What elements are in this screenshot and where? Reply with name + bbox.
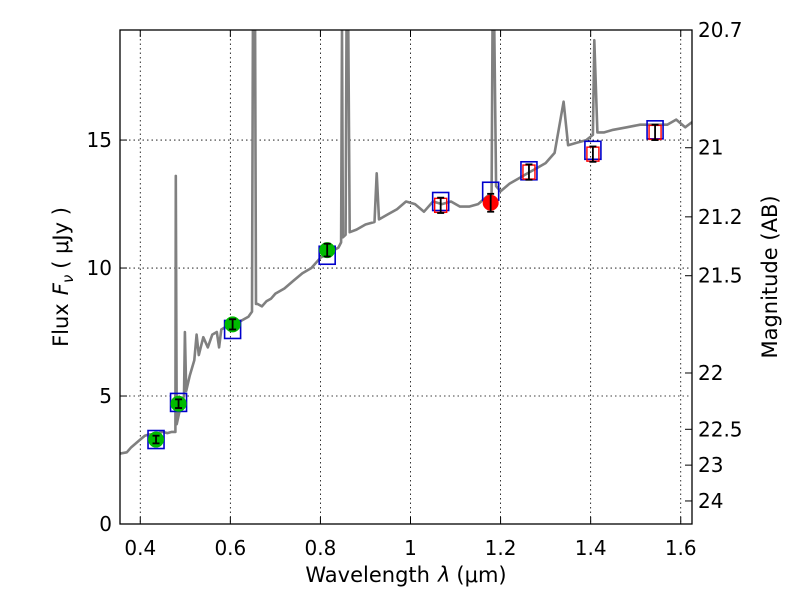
x-axis-title: Wavelength λ (μm) bbox=[305, 563, 506, 587]
x-tick-label: 1.2 bbox=[485, 536, 517, 560]
x-tick-label: 0.8 bbox=[305, 536, 337, 560]
y-tick-label: 15 bbox=[87, 128, 112, 152]
y2-tick-label: 20.7 bbox=[698, 18, 743, 42]
x-tick-label: 0.6 bbox=[214, 536, 246, 560]
spectrum-layer bbox=[120, 30, 692, 455]
grid-layer bbox=[120, 30, 692, 524]
y2-tick-label: 21 bbox=[698, 136, 723, 160]
y2-tick-label: 21.5 bbox=[698, 264, 743, 288]
y-tick-label: 0 bbox=[99, 512, 112, 536]
y2-tick-label: 22 bbox=[698, 361, 723, 385]
plot-frame bbox=[119, 29, 693, 525]
y2-tick-label: 21.2 bbox=[698, 205, 743, 229]
x-tick-label: 1.4 bbox=[575, 536, 607, 560]
y2-tick-label: 24 bbox=[698, 489, 723, 513]
y-tick-label: 10 bbox=[87, 256, 112, 280]
x-tick-label: 1.6 bbox=[665, 536, 697, 560]
spectrum-line bbox=[120, 30, 692, 455]
tick-layer: 0.4 0.6 0.8 1 1.2 1.4 1.6 0 5 10 15 20.7 21 21.2 21.5 2… bbox=[87, 18, 743, 560]
y-tick-label: 5 bbox=[99, 384, 112, 408]
marker-layer bbox=[147, 120, 664, 450]
x-tick-label: 1 bbox=[404, 536, 417, 560]
y2-tick-label: 23 bbox=[698, 453, 723, 477]
y2-tick-label: 22.5 bbox=[698, 417, 743, 441]
y-axis-title: FluxFν( μJy ) bbox=[49, 207, 77, 347]
y2-axis-title: Magnitude (AB) bbox=[758, 195, 782, 358]
x-tick-label: 0.4 bbox=[124, 536, 156, 560]
